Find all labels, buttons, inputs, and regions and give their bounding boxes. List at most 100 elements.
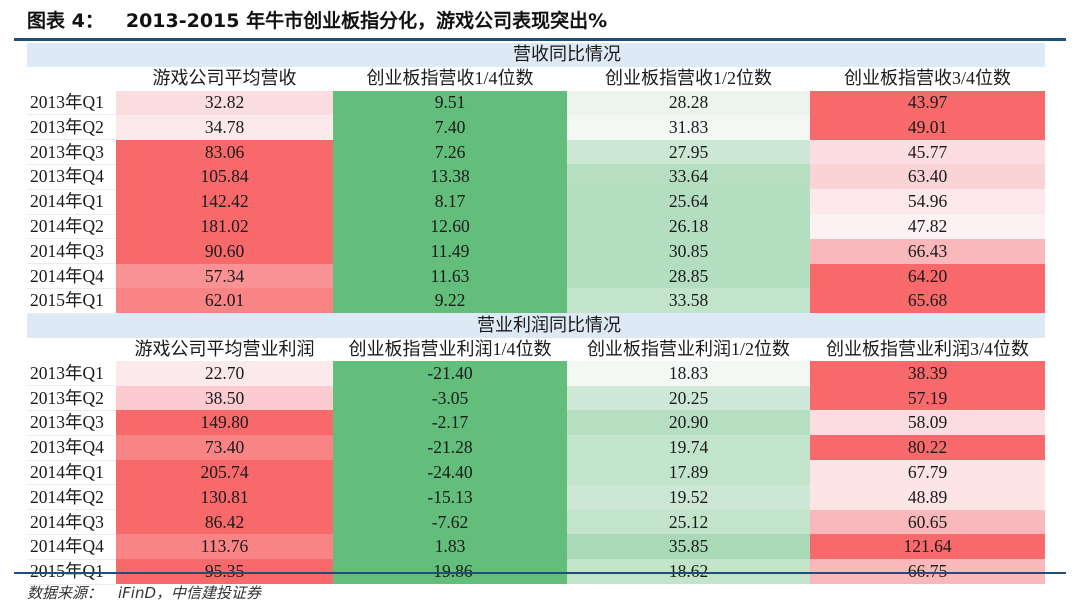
table-row: 2014年Q2 130.81 -15.13 19.52 48.89 [27,484,1045,511]
top-rule [14,38,1066,41]
bottom-rule [14,572,1066,574]
value-cell: 20.90 [567,410,810,436]
value-cell: 205.74 [116,460,333,485]
column-header-row: 游戏公司平均营收 创业板指营收1/4位数 创业板指营收1/2位数 创业板指营收3/4位… [27,66,1045,91]
value-cell: 1.83 [333,534,567,560]
value-cell: 8.17 [333,189,567,215]
value-cell: 73.40 [116,435,333,461]
row-label: 2013年Q1 [27,90,116,116]
table-row: 2013年Q1 32.82 9.51 28.28 43.97 [27,90,1045,116]
value-cell: 43.97 [810,90,1045,115]
value-cell: 31.83 [567,114,810,140]
section-band: 营业利润同 比情况 [27,313,1045,338]
value-cell: 7.26 [333,139,567,165]
value-cell: 26.18 [567,214,810,239]
source-note: 数据来源： iFinD，中信建投证券 [27,582,261,603]
value-cell: -2.17 [333,410,567,436]
row-label: 2014年Q4 [27,534,116,560]
row-label: 2013年Q1 [27,361,116,387]
value-cell: 47.82 [810,214,1045,239]
value-cell: 95.35 [116,559,333,585]
row-label: 2013年Q3 [27,139,116,165]
value-cell: 18.83 [567,361,810,386]
row-label: 2013年Q4 [27,164,116,190]
row-label: 2015年Q1 [27,288,116,314]
table-row: 2013年Q4 73.40 -21.28 19.74 80.22 [27,435,1045,461]
row-label: 2013年Q2 [27,385,116,411]
value-cell: 22.70 [116,361,333,386]
value-cell: 142.42 [116,189,333,215]
value-cell: 113.76 [116,534,333,560]
source-label: 数据来源： [27,584,103,602]
column-header: 游戏公司平均营收 [116,66,333,91]
value-cell: 57.19 [810,385,1045,411]
value-cell: 57.34 [116,263,333,289]
table-row: 2013年Q2 34.78 7.40 31.83 49.01 [27,114,1045,141]
column-header: 创业板指营业利润3/4位数 [810,337,1045,362]
column-header: 创业板指营收1/2位数 [567,66,810,91]
source-text: iFinD，中信建投证券 [118,584,262,602]
table-row: 2013年Q3 149.80 -2.17 20.90 58.09 [27,410,1045,436]
value-cell: 80.22 [810,435,1045,461]
section-title-left: 营业利润同 [333,313,567,338]
table-row: 2014年Q3 86.42 -7.62 25.12 60.65 [27,509,1045,535]
table-row: 2014年Q4 113.76 1.83 35.85 121.64 [27,534,1045,560]
value-cell: 66.75 [810,559,1045,585]
value-cell: 11.49 [333,238,567,264]
value-cell: 33.58 [567,288,810,314]
value-cell: 35.85 [567,534,810,560]
table-row: 2013年Q1 22.70 -21.40 18.83 38.39 [27,361,1045,387]
table-row: 2015年Q195.35-19.8618.6266.75 [27,559,1045,585]
value-cell: -24.40 [333,460,567,485]
value-cell: 54.96 [810,189,1045,215]
value-cell: -21.40 [333,361,567,386]
value-cell: 25.12 [567,509,810,535]
table-row: 2013年Q2 38.50 -3.05 20.25 57.19 [27,385,1045,411]
value-cell: 130.81 [116,484,333,510]
value-cell: 9.22 [333,288,567,314]
value-cell: 45.77 [810,139,1045,165]
value-cell: 38.39 [810,361,1045,386]
table-row: 2013年Q4 105.84 13.38 33.64 63.40 [27,164,1045,190]
row-label: 2014年Q3 [27,509,116,535]
column-header: 创业板指营业利润1/2位数 [567,337,810,362]
value-cell: -19.86 [333,559,567,585]
value-cell: 63.40 [810,164,1045,190]
value-cell: -15.13 [333,484,567,510]
table-row: 2014年Q3 90.60 11.49 30.85 66.43 [27,238,1045,265]
value-cell: 11.63 [333,263,567,289]
value-cell: 181.02 [116,214,333,239]
value-cell: 7.40 [333,114,567,140]
value-cell: 19.52 [567,484,810,510]
value-cell: 64.20 [810,263,1045,289]
table-row: 2014年Q1 142.42 8.17 25.64 54.96 [27,189,1045,215]
table-row: 2015年Q1 62.01 9.22 33.58 65.68 [27,288,1045,314]
value-cell: 20.25 [567,385,810,411]
value-cell: -7.62 [333,509,567,535]
row-label: 2013年Q3 [27,410,116,436]
row-label: 2013年Q2 [27,114,116,141]
row-label: 2014年Q3 [27,238,116,265]
section-title-right: 比情况 [567,43,1045,67]
value-cell: 67.79 [810,460,1045,485]
table-row: 2014年Q4 57.34 11.63 28.85 64.20 [27,263,1045,289]
table-row: 2014年Q1 205.74 -24.40 17.89 67.79 [27,460,1045,486]
figure-label: 图表 4： [27,10,104,32]
section-title-right: 比情况 [567,313,1045,338]
column-header: 创业板指营业利润1/4位数 [333,337,567,362]
row-label: 2014年Q2 [27,214,116,240]
value-cell: 66.43 [810,238,1045,264]
value-cell: 38.50 [116,385,333,411]
value-cell: 149.80 [116,410,333,436]
value-cell: 13.38 [333,164,567,190]
value-cell: 27.95 [567,139,810,165]
table-row: 2014年Q2 181.02 12.60 26.18 47.82 [27,214,1045,240]
value-cell: 12.60 [333,214,567,239]
data-table: 营收同 比情况 游戏公司平均营收 创业板指营收1/4位数 创业板指营收1/2位数 创业板指… [27,43,1045,585]
column-header: 创业板指营收1/4位数 [333,66,567,91]
value-cell: 62.01 [116,288,333,314]
row-label: 2014年Q1 [27,189,116,215]
value-cell: 17.89 [567,460,810,485]
value-cell: 30.85 [567,238,810,264]
column-header [27,337,116,362]
